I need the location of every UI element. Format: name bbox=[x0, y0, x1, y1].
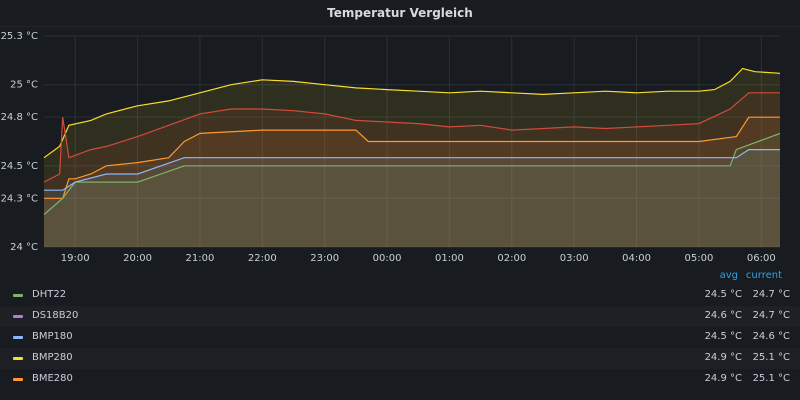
y-tick-label: 25.3 °C bbox=[1, 31, 38, 42]
series-area bbox=[44, 117, 780, 247]
series-line bbox=[43, 67, 781, 159]
y-tick-label: 25 °C bbox=[10, 80, 38, 91]
legend-col-current[interactable]: current bbox=[745, 270, 782, 281]
x-tick-label: 05:00 bbox=[685, 253, 714, 264]
legend-item-current: 24.6 °C bbox=[752, 331, 790, 342]
legend-item-ds18b20[interactable]: DS18B20 24.6 °C 24.7 °C bbox=[0, 306, 800, 327]
legend-item-name[interactable]: DS18B20 bbox=[32, 310, 79, 321]
y-tick-label: 24.5 °C bbox=[1, 161, 38, 172]
legend-swatch bbox=[13, 336, 23, 339]
legend-item-bme280[interactable]: BME280 24.9 °C 25.1 °C bbox=[0, 369, 800, 390]
y-tick-label: 24.8 °C bbox=[1, 112, 38, 123]
x-tick-label: 06:00 bbox=[747, 253, 776, 264]
x-tick-label: 03:00 bbox=[560, 253, 589, 264]
legend-swatch bbox=[13, 378, 23, 381]
x-tick-label: 22:00 bbox=[248, 253, 277, 264]
series-line bbox=[44, 149, 780, 191]
legend-item-name[interactable]: BMP280 bbox=[32, 352, 73, 363]
legend-item-avg: 24.9 °C bbox=[704, 352, 742, 363]
panel-title: Temperatur Vergleich bbox=[327, 6, 473, 20]
legend-item-name[interactable]: DHT22 bbox=[32, 289, 67, 300]
series-area bbox=[44, 133, 780, 247]
series-line bbox=[44, 116, 780, 199]
legend-swatch bbox=[13, 294, 23, 297]
series-line bbox=[43, 132, 781, 215]
legend-item-current: 25.1 °C bbox=[752, 352, 790, 363]
time-series-chart[interactable]: 25.3 °C 25 °C 24.8 °C 24.5 °C 24.3 °C 24 °C 1… bbox=[0, 26, 800, 270]
series-lines bbox=[43, 67, 781, 215]
y-tick-label: 24.3 °C bbox=[1, 193, 38, 204]
legend-swatch bbox=[13, 357, 23, 360]
y-tick-label: 24 °C bbox=[10, 242, 38, 253]
legend-item-bmp280[interactable]: BMP280 24.9 °C 25.1 °C bbox=[0, 348, 800, 369]
legend-item-avg: 24.5 °C bbox=[704, 331, 742, 342]
x-tick-label: 21:00 bbox=[186, 253, 215, 264]
legend-item-current: 24.7 °C bbox=[752, 289, 790, 300]
legend-swatch bbox=[13, 315, 23, 318]
legend-header: avg current bbox=[0, 270, 800, 284]
x-tick-label: 02:00 bbox=[497, 253, 526, 264]
legend-item-name[interactable]: BME280 bbox=[32, 373, 73, 384]
legend-item-current: 25.1 °C bbox=[752, 373, 790, 384]
x-tick-label: 19:00 bbox=[61, 253, 90, 264]
legend-item-bmp180[interactable]: BMP180 24.5 °C 24.6 °C bbox=[0, 327, 800, 348]
panel-header[interactable]: Temperatur Vergleich bbox=[0, 0, 800, 27]
legend-item-avg: 24.6 °C bbox=[704, 310, 742, 321]
legend-item-avg: 24.5 °C bbox=[704, 289, 742, 300]
legend-item-avg: 24.9 °C bbox=[704, 373, 742, 384]
x-tick-label: 23:00 bbox=[310, 253, 339, 264]
x-axis: 19:00 20:00 21:00 22:00 23:00 00:00 01:00 02:00… bbox=[61, 253, 776, 264]
series-line bbox=[43, 92, 780, 183]
x-tick-label: 00:00 bbox=[373, 253, 402, 264]
x-tick-label: 04:00 bbox=[622, 253, 651, 264]
x-tick-label: 20:00 bbox=[123, 253, 152, 264]
legend-item-name[interactable]: BMP180 bbox=[32, 331, 73, 342]
legend-col-avg[interactable]: avg bbox=[719, 270, 738, 281]
x-tick-label: 01:00 bbox=[435, 253, 464, 264]
legend-item-current: 24.7 °C bbox=[752, 310, 790, 321]
series-area bbox=[44, 149, 780, 247]
y-axis: 25.3 °C 25 °C 24.8 °C 24.5 °C 24.3 °C 24 °C bbox=[1, 31, 38, 253]
legend-item-dht22[interactable]: DHT22 24.5 °C 24.7 °C bbox=[0, 285, 800, 306]
